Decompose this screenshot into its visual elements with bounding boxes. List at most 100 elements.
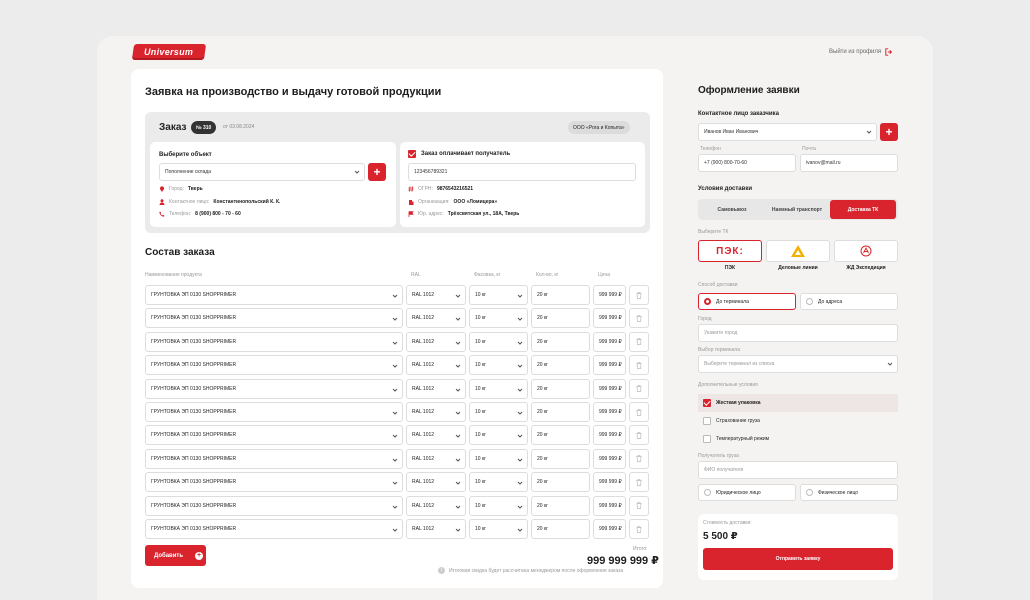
product-select[interactable]: ГРУНТОВКА ЭП 0130 SHOPPRIMER (145, 448, 403, 469)
delete-row-button[interactable] (629, 285, 649, 305)
ral-select[interactable]: RAL 1012 (406, 472, 466, 493)
tab-tk[interactable]: Доставка ТК (830, 200, 896, 219)
pack-select[interactable]: 10 кг (469, 308, 528, 329)
qty-input[interactable]: 20 кг (531, 378, 590, 399)
product-select[interactable]: ГРУНТОВКА ЭП 0130 SHOPPRIMER (145, 519, 403, 539)
delete-row-button[interactable] (629, 472, 649, 493)
add-product-button[interactable]: Добавить + (145, 545, 206, 566)
qty-input[interactable]: 20 кг (531, 472, 590, 493)
tab-hired[interactable]: Наемный транспорт (771, 206, 823, 213)
receiver-input[interactable]: ФИО получателя (698, 461, 898, 479)
contact-select[interactable]: Иванов Иван Иванович (698, 123, 877, 141)
tk-zhd-option[interactable] (834, 240, 898, 262)
ral-select[interactable]: RAL 1012 (406, 355, 466, 376)
ral-select[interactable]: RAL 1012 (406, 378, 466, 399)
pack-select[interactable]: 10 кг (469, 402, 528, 422)
pack-select[interactable]: 10 кг (469, 448, 528, 469)
qty-input[interactable]: 20 кг (531, 448, 590, 469)
qty-input[interactable]: 20 кг (531, 355, 590, 376)
payer-checkbox[interactable]: Заказ оплачивает получатель (408, 150, 510, 158)
location-icon (160, 186, 164, 192)
qty-input[interactable]: 20 кг (531, 285, 590, 305)
price-value: 999 999 ₽ (593, 285, 626, 305)
delete-row-button[interactable] (629, 425, 649, 446)
logout-link[interactable]: Выйти из профиля (829, 48, 893, 56)
delete-row-button[interactable] (629, 519, 649, 539)
qty-input[interactable]: 20 кг (531, 331, 590, 352)
pack-select[interactable]: 10 кг (469, 355, 528, 376)
send-request-button[interactable]: Отправить заявку (703, 548, 893, 570)
ral-select[interactable]: RAL 1012 (406, 448, 466, 469)
terminal-select[interactable]: Выберите терминал из списка (698, 355, 898, 373)
price-value: 999 999 ₽ (593, 425, 626, 446)
ral-select[interactable]: RAL 1012 (406, 308, 466, 329)
pack-select[interactable]: 10 кг (469, 495, 528, 516)
tk-pek-option[interactable]: ПЭК: (698, 240, 762, 262)
ral-select[interactable]: RAL 1012 (406, 495, 466, 516)
delete-row-button[interactable] (629, 495, 649, 516)
delete-row-button[interactable] (629, 308, 649, 329)
ral-select[interactable]: RAL 1012 (406, 331, 466, 352)
extra-temperature[interactable]: Температурный режим (698, 430, 898, 448)
product-select[interactable]: ГРУНТОВКА ЭП 0130 SHOPPRIMER (145, 285, 403, 305)
pack-select[interactable]: 10 кг (469, 285, 528, 305)
product-select[interactable]: ГРУНТОВКА ЭП 0130 SHOPPRIMER (145, 378, 403, 399)
table-row: ГРУНТОВКА ЭП 0130 SHOPPRIMER RAL 1012 10 к… (145, 425, 650, 446)
chevron-down-icon (455, 528, 461, 532)
qty-input[interactable]: 20 кг (531, 495, 590, 516)
phone-input[interactable]: +7 (900) 800-70-60 (698, 154, 796, 172)
delete-row-button[interactable] (629, 402, 649, 422)
pack-select[interactable]: 10 кг (469, 425, 528, 446)
add-object-button[interactable]: + (368, 163, 386, 181)
ral-select[interactable]: RAL 1012 (406, 519, 466, 539)
method-address[interactable]: До адреса (800, 293, 898, 310)
qty-input[interactable]: 20 кг (531, 402, 590, 422)
th-ral: RAL (411, 272, 421, 278)
ral-select[interactable]: RAL 1012 (406, 285, 466, 305)
delete-row-button[interactable] (629, 355, 649, 376)
city-input[interactable]: Укажите город (698, 324, 898, 342)
product-select[interactable]: ГРУНТОВКА ЭП 0130 SHOPPRIMER (145, 355, 403, 376)
price-value: 999 999 ₽ (593, 472, 626, 493)
object-select[interactable]: Пополнение склада (159, 163, 365, 181)
tk-dl-option[interactable] (766, 240, 830, 262)
ral-select[interactable]: RAL 1012 (406, 402, 466, 422)
th-product: Наименование продукта (145, 272, 202, 278)
add-contact-button[interactable]: + (880, 123, 898, 141)
product-select[interactable]: ГРУНТОВКА ЭП 0130 SHOPPRIMER (145, 425, 403, 446)
price-value: 999 999 ₽ (593, 402, 626, 422)
qty-input[interactable]: 20 кг (531, 519, 590, 539)
phone-icon (159, 211, 165, 217)
tab-pickup[interactable]: Самовывоз (717, 206, 747, 213)
product-select[interactable]: ГРУНТОВКА ЭП 0130 SHOPPRIMER (145, 495, 403, 516)
extra-hard-pack[interactable]: Жесткая упаковка (698, 394, 898, 412)
pack-select[interactable]: 10 кг (469, 378, 528, 399)
cost-label: Стоимость доставки: (703, 520, 752, 526)
pack-select[interactable]: 10 кг (469, 519, 528, 539)
logo[interactable]: Universum (131, 44, 207, 60)
qty-input[interactable]: 20 кг (531, 425, 590, 446)
method-terminal[interactable]: До терминала (698, 293, 796, 310)
person-legal[interactable]: Юридическое лицо (698, 484, 796, 501)
org-chip[interactable]: ООО «Рога и Копыта» (568, 121, 630, 134)
delete-row-button[interactable] (629, 378, 649, 399)
product-select[interactable]: ГРУНТОВКА ЭП 0130 SHOPPRIMER (145, 402, 403, 422)
checkbox-checked-icon[interactable] (408, 150, 416, 158)
product-select[interactable]: ГРУНТОВКА ЭП 0130 SHOPPRIMER (145, 472, 403, 493)
product-select[interactable]: ГРУНТОВКА ЭП 0130 SHOPPRIMER (145, 308, 403, 329)
inn-input[interactable]: 123456789321 (408, 163, 636, 181)
mail-input[interactable]: ivanov@mail.ru (800, 154, 898, 172)
payer-org: Организация: ООО «Ломицера» (408, 199, 497, 205)
trash-icon (636, 525, 642, 533)
person-individual[interactable]: Физическое лицо (800, 484, 898, 501)
qty-input[interactable]: 20 кг (531, 308, 590, 329)
ral-select[interactable]: RAL 1012 (406, 425, 466, 446)
pack-select[interactable]: 10 кг (469, 331, 528, 352)
extra-insurance[interactable]: Страхование груза (698, 412, 898, 430)
product-select[interactable]: ГРУНТОВКА ЭП 0130 SHOPPRIMER (145, 331, 403, 352)
object-city: Город: Тверь (159, 186, 203, 192)
delete-row-button[interactable] (629, 448, 649, 469)
delete-row-button[interactable] (629, 331, 649, 352)
pack-select[interactable]: 10 кг (469, 472, 528, 493)
radio-icon (806, 298, 813, 305)
